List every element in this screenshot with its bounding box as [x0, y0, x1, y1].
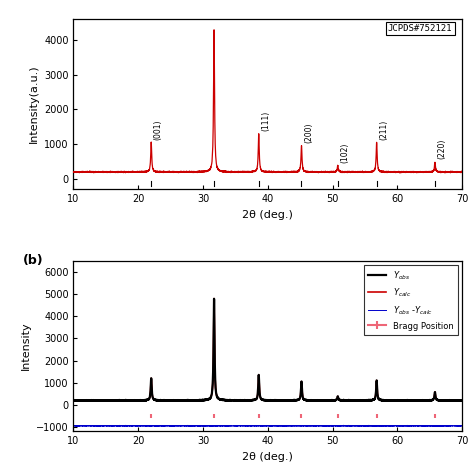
$Y_{obs}$: [211, 296, 217, 301]
Text: (b): (b): [23, 254, 44, 267]
$Y_{obs}$: [459, 397, 465, 403]
$Y_{obs}$: [390, 398, 396, 403]
$Y_{calc}$: [219, 397, 225, 402]
$Y_{obs}$ -$Y_{calc}$: [341, 422, 346, 428]
$Y_{obs}$ -$Y_{calc}$: [71, 423, 76, 428]
$Y_{obs}$: [323, 397, 329, 403]
$Y_{obs}$ -$Y_{calc}$: [219, 423, 225, 429]
Line: $Y_{obs}$ -$Y_{calc}$: $Y_{obs}$ -$Y_{calc}$: [73, 425, 462, 426]
$Y_{calc}$: [361, 398, 366, 403]
$Y_{obs}$: [141, 397, 147, 403]
$Y_{obs}$: [71, 397, 76, 403]
X-axis label: 2θ (deg.): 2θ (deg.): [242, 210, 293, 220]
$Y_{obs}$ -$Y_{calc}$: [323, 423, 329, 429]
$Y_{obs}$ -$Y_{calc}$: [361, 423, 366, 428]
$Y_{obs}$ -$Y_{calc}$: [459, 423, 465, 428]
Text: (102): (102): [340, 143, 349, 163]
$Y_{obs}$: [219, 397, 225, 402]
$Y_{calc}$: [304, 397, 310, 403]
Text: JCPDS#752121: JCPDS#752121: [388, 24, 452, 33]
$Y_{calc}$: [459, 398, 465, 403]
$Y_{calc}$: [323, 398, 329, 403]
$Y_{obs}$ -$Y_{calc}$: [391, 423, 396, 428]
X-axis label: 2θ (deg.): 2θ (deg.): [242, 452, 293, 462]
Text: (220): (220): [438, 139, 447, 159]
Text: (001): (001): [154, 119, 163, 140]
$Y_{obs}$: [361, 398, 366, 403]
$Y_{obs}$ -$Y_{calc}$: [348, 423, 354, 429]
Line: $Y_{obs}$: $Y_{obs}$: [73, 299, 462, 401]
$Y_{obs}$: [400, 398, 405, 404]
Text: (200): (200): [304, 123, 313, 143]
Text: (211): (211): [379, 119, 388, 140]
Y-axis label: Intensity: Intensity: [20, 322, 30, 371]
Line: $Y_{calc}$: $Y_{calc}$: [73, 299, 462, 401]
$Y_{calc}$: [141, 397, 147, 403]
$Y_{obs}$ -$Y_{calc}$: [304, 423, 310, 428]
Text: (111): (111): [261, 111, 270, 131]
$Y_{obs}$ -$Y_{calc}$: [141, 423, 147, 428]
$Y_{calc}$: [211, 296, 217, 301]
$Y_{obs}$: [304, 397, 310, 403]
$Y_{calc}$: [71, 398, 76, 403]
Y-axis label: Intensity(a.u.): Intensity(a.u.): [28, 65, 38, 144]
Legend: $Y_{obs}$, $Y_{calc}$, $Y_{obs}$ -$Y_{calc}$, Bragg Position: $Y_{obs}$, $Y_{calc}$, $Y_{obs}$ -$Y_{ca…: [364, 265, 458, 335]
$Y_{calc}$: [390, 398, 396, 403]
